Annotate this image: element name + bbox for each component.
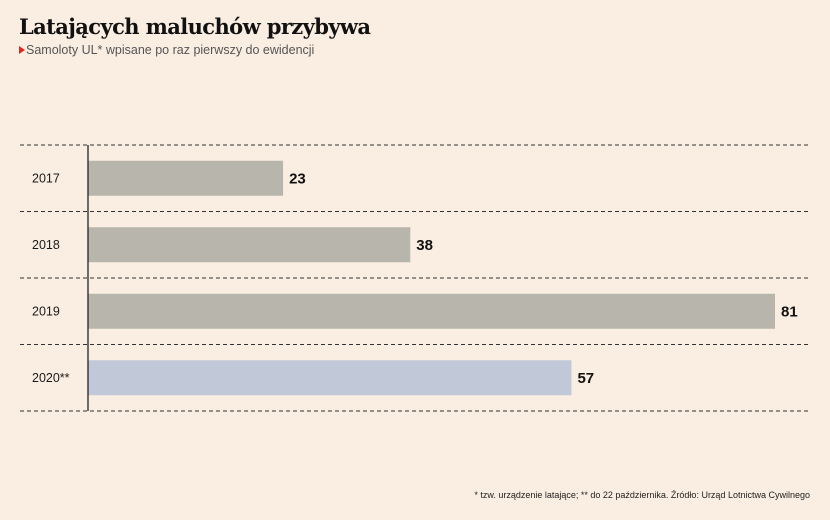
value-label: 57 xyxy=(577,370,594,387)
value-label: 23 xyxy=(289,170,306,187)
red-triangle-icon xyxy=(19,46,25,54)
category-label: 2019 xyxy=(32,304,60,318)
bar-2017 xyxy=(88,160,284,196)
chart-subtitle: Samoloty UL* wpisane po raz pierwszy do … xyxy=(19,43,314,57)
bar-2018 xyxy=(88,227,411,263)
footnote: * tzw. urządzenie latające; ** do 22 paź… xyxy=(474,490,810,500)
category-label: 2017 xyxy=(32,171,60,185)
subtitle-text: Samoloty UL* wpisane po raz pierwszy do … xyxy=(26,43,315,57)
bar-2019 xyxy=(88,293,775,329)
bar-2020 xyxy=(88,360,572,396)
value-label: 81 xyxy=(781,303,798,320)
category-label: 2018 xyxy=(32,238,60,252)
chart-title: Latających maluchów przybywa xyxy=(19,14,371,39)
category-label: 2020** xyxy=(32,371,70,385)
value-label: 38 xyxy=(416,237,433,254)
